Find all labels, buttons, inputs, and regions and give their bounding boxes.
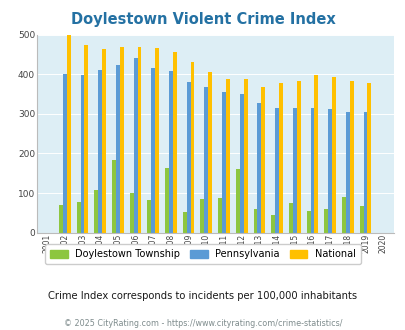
Bar [306, 211, 310, 233]
Bar [137, 47, 141, 233]
Bar [235, 169, 239, 233]
Bar [112, 160, 116, 233]
Bar [288, 203, 292, 233]
Bar [133, 58, 137, 233]
Bar [331, 77, 335, 233]
Legend: Doylestown Township, Pennsylvania, National: Doylestown Township, Pennsylvania, Natio… [45, 245, 360, 264]
Bar [94, 190, 98, 233]
Bar [77, 202, 80, 233]
Bar [296, 81, 300, 233]
Text: Doylestown Violent Crime Index: Doylestown Violent Crime Index [70, 12, 335, 26]
Bar [147, 200, 151, 233]
Bar [200, 199, 204, 233]
Bar [359, 206, 363, 233]
Bar [327, 110, 331, 233]
Bar [102, 49, 106, 233]
Bar [182, 212, 186, 233]
Bar [345, 112, 349, 233]
Bar [257, 103, 261, 233]
Bar [243, 79, 247, 233]
Bar [278, 83, 282, 233]
Bar [222, 92, 226, 233]
Bar [253, 209, 257, 233]
Bar [63, 74, 66, 233]
Bar [367, 82, 371, 233]
Bar [165, 168, 168, 233]
Bar [271, 215, 275, 233]
Bar [190, 62, 194, 233]
Bar [313, 76, 318, 233]
Bar [168, 71, 173, 233]
Bar [217, 198, 222, 233]
Bar [310, 108, 313, 233]
Bar [275, 108, 278, 233]
Text: Crime Index corresponds to incidents per 100,000 inhabitants: Crime Index corresponds to incidents per… [48, 291, 357, 301]
Bar [84, 45, 88, 233]
Bar [363, 112, 367, 233]
Text: © 2025 CityRating.com - https://www.cityrating.com/crime-statistics/: © 2025 CityRating.com - https://www.city… [64, 319, 341, 328]
Bar [261, 87, 264, 233]
Bar [98, 70, 102, 233]
Bar [349, 81, 353, 233]
Bar [226, 79, 229, 233]
Bar [208, 72, 212, 233]
Bar [173, 52, 176, 233]
Bar [119, 47, 124, 233]
Bar [186, 82, 190, 233]
Bar [292, 108, 296, 233]
Bar [130, 193, 133, 233]
Bar [341, 197, 345, 233]
Bar [59, 205, 63, 233]
Bar [151, 68, 155, 233]
Bar [204, 87, 208, 233]
Bar [239, 94, 243, 233]
Bar [116, 65, 119, 233]
Bar [80, 75, 84, 233]
Bar [155, 48, 159, 233]
Bar [66, 35, 70, 233]
Bar [324, 209, 327, 233]
